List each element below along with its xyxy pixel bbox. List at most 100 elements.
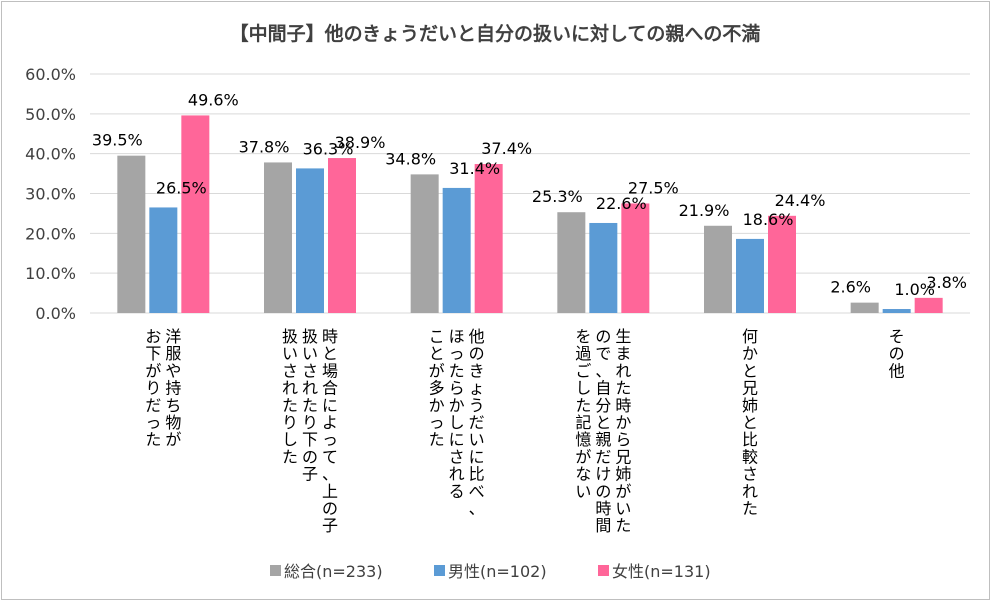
- category-label-char: お: [145, 327, 161, 346]
- legend-swatch: [434, 565, 445, 576]
- category-label-char: い: [575, 482, 591, 501]
- data-label: 26.5%: [156, 178, 207, 197]
- category-label-char: っ: [322, 430, 338, 449]
- data-label: 36.3%: [303, 139, 354, 158]
- category-label: 何かと兄姉と比較された: [742, 327, 758, 518]
- category-label-char: さ: [282, 361, 298, 380]
- category-label-char: 兄: [742, 379, 758, 398]
- category-label-char: い: [615, 499, 631, 518]
- category-label-char: り: [145, 379, 161, 398]
- category-label-char: 間: [595, 516, 611, 535]
- category-label-char: た: [575, 396, 591, 415]
- category-label-char: 持: [165, 379, 181, 398]
- category-labels: 洋服や持ち物がお下がりだった時と場合によって、上の子扱いされたり下の子扱いされた…: [145, 327, 904, 535]
- data-label: 39.5%: [92, 131, 143, 150]
- data-label: 2.6%: [830, 278, 871, 297]
- category-label-char: 物: [165, 413, 181, 432]
- category-label-char: だ: [595, 447, 611, 466]
- category-label-char: に: [449, 430, 465, 449]
- legend-swatch: [598, 565, 609, 576]
- bar-total: [410, 174, 439, 313]
- category-label: 時と場合によって、上の子: [322, 327, 338, 535]
- category-label-char: 場: [322, 361, 338, 380]
- category-label-char: ち: [165, 396, 181, 415]
- data-label: 49.6%: [188, 90, 239, 109]
- category-label-char: た: [282, 447, 298, 466]
- data-label: 37.8%: [239, 137, 290, 156]
- category-label-char: ご: [575, 361, 591, 380]
- data-label: 21.9%: [679, 201, 730, 220]
- category-label-char: さ: [302, 361, 318, 380]
- bar-total: [704, 225, 732, 313]
- category-label-char: 合: [322, 379, 338, 398]
- category-label-char: 、: [322, 465, 338, 484]
- category-label: お下がりだった: [145, 327, 161, 449]
- legend-label: 女性(n=131): [612, 562, 711, 581]
- category-label-char: れ: [742, 482, 758, 501]
- category-label-char: と: [429, 344, 445, 363]
- category-label-char: 扱: [282, 327, 298, 346]
- y-tick-label: 30.0%: [25, 185, 76, 204]
- category-label-char: れ: [449, 465, 465, 484]
- category-label-char: し: [575, 379, 591, 398]
- category-label-char: 時: [615, 396, 631, 415]
- category-label-char: ら: [615, 430, 631, 449]
- category-label: 洋服や持ち物が: [165, 327, 181, 449]
- category-label-char: 分: [595, 396, 611, 415]
- category-label-char: だ: [145, 396, 161, 415]
- bar-male: [589, 222, 618, 313]
- bar-female: [474, 164, 503, 313]
- bar-male: [296, 168, 324, 313]
- category-label-char: の: [595, 327, 611, 346]
- category-label-char: て: [322, 447, 338, 466]
- bars: [117, 115, 943, 313]
- category-label-char: ら: [449, 379, 465, 398]
- category-label-char: っ: [449, 344, 465, 363]
- category-label-char: 、: [595, 361, 611, 380]
- category-label-char: 他: [469, 327, 485, 346]
- category-label-char: ま: [615, 344, 631, 363]
- bar-female: [914, 297, 943, 313]
- category-label-char: し: [449, 413, 465, 432]
- chart-title: 【中間子】他のきょうだいと自分の扱いに対しての親への不満: [230, 22, 761, 45]
- category-label-char: る: [449, 482, 465, 501]
- category-label-char: 時: [595, 499, 611, 518]
- y-tick-label: 60.0%: [25, 65, 76, 84]
- category-label-char: 時: [322, 327, 338, 346]
- category-label-char: た: [449, 361, 465, 380]
- data-label: 31.4%: [449, 159, 500, 178]
- category-label-char: の: [889, 344, 905, 363]
- category-label-char: 上: [322, 482, 338, 501]
- category-label-char: を: [575, 327, 591, 346]
- category-label-char: 他: [889, 361, 905, 380]
- category-label-char: か: [449, 396, 465, 415]
- category-label-char: 記: [575, 413, 591, 432]
- category-label-char: が: [165, 430, 181, 449]
- data-label: 38.9%: [335, 133, 386, 152]
- category-label-char: 比: [742, 430, 758, 449]
- bar-male: [736, 238, 764, 313]
- category-label: その他: [889, 327, 905, 380]
- legend-label: 総合(n=233): [284, 562, 383, 581]
- category-label-char: っ: [145, 413, 161, 432]
- category-label-char: け: [595, 465, 611, 484]
- data-label: 1.0%: [894, 280, 935, 299]
- y-tick-label: 50.0%: [25, 105, 76, 124]
- category-label-char: 下: [302, 430, 318, 449]
- bar-male: [149, 207, 178, 313]
- data-label: 25.3%: [532, 187, 583, 206]
- category-label-char: こ: [429, 327, 445, 346]
- data-label: 34.8%: [385, 149, 436, 168]
- category-label-char: 何: [742, 327, 758, 346]
- category-label-char: た: [282, 396, 298, 415]
- data-label: 37.4%: [481, 139, 532, 158]
- category-label-char: 多: [429, 379, 445, 398]
- bar-female: [621, 203, 650, 313]
- category-label-char: と: [595, 413, 611, 432]
- category-label-char: 、: [469, 499, 485, 518]
- legend-label: 男性(n=102): [448, 562, 547, 581]
- category-label-char: が: [575, 447, 591, 466]
- data-labels: 39.5% 37.8%34.8%25.3%21.9%2.6%26.5%36.3%3…: [92, 90, 967, 299]
- category-label-char: 服: [165, 344, 181, 363]
- category-label-char: が: [145, 361, 161, 380]
